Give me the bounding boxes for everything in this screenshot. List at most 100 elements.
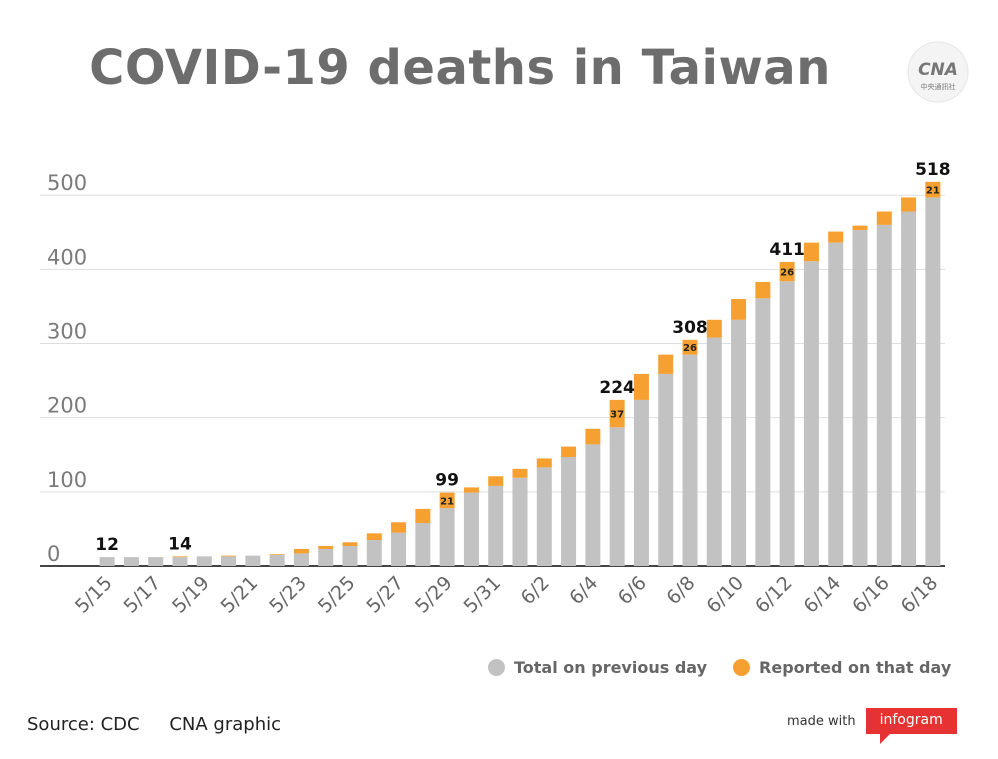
bar-chart: 0 100 200 300 400 500 12 14 99 224 308 411 518 21 37 2…: [40, 160, 951, 618]
bar-previous-5/21: [245, 555, 261, 566]
credit-text: CNA graphic: [169, 714, 281, 735]
bar-reported-5/29: [439, 492, 455, 509]
y-tick-label-500: 500: [47, 171, 87, 195]
segment-label-6/12: 26: [780, 268, 794, 279]
bar-reported-6/15: [852, 225, 868, 231]
x-tick-label-5/27: 5/27: [362, 572, 408, 618]
total-label-6/5: 224: [599, 378, 635, 398]
bar-previous-5/31: [488, 485, 504, 566]
y-tick-label-100: 100: [47, 468, 87, 492]
made-with-text: made with: [787, 713, 856, 729]
bar-previous-6/12: [779, 281, 795, 566]
source-note: Source: CDC CNA graphic: [27, 714, 281, 735]
y-tick-label-0: 0: [47, 542, 60, 566]
bar-previous-6/16: [876, 224, 892, 566]
x-tick-label-5/15: 5/15: [71, 572, 117, 618]
svg-text:中央通訊社: 中央通訊社: [921, 82, 956, 91]
bar-reported-6/7: [658, 354, 674, 374]
x-tick-label-5/31: 5/31: [460, 572, 506, 618]
bar-previous-6/14: [828, 242, 844, 566]
bar-reported-5/26: [366, 533, 382, 541]
bar-previous-6/3: [561, 456, 577, 566]
bar-previous-5/22: [269, 554, 285, 566]
cna-logo-icon: CNA 中央通訊社: [907, 41, 969, 103]
legend-item-reported: Reported on that day: [733, 658, 951, 677]
bars-layer: [99, 181, 941, 566]
x-tick-label-6/6: 6/6: [614, 572, 651, 609]
bar-reported-5/27: [391, 522, 407, 533]
y-axis-ticks: 0 100 200 300 400 500: [47, 171, 87, 566]
bar-reported-5/23: [293, 548, 309, 554]
bar-reported-6/8: [682, 339, 698, 355]
y-tick-label-400: 400: [47, 245, 87, 269]
bar-reported-6/12: [779, 261, 795, 282]
legend-swatch-reported: [733, 659, 751, 676]
bar-previous-6/17: [901, 211, 917, 566]
bar-reported-6/14: [828, 231, 844, 243]
bar-previous-6/7: [658, 373, 674, 566]
bar-reported-6/9: [706, 319, 722, 338]
bar-previous-5/24: [318, 548, 334, 566]
bar-previous-5/15: [99, 557, 115, 566]
segment-label-6/8: 26: [683, 343, 697, 354]
bar-previous-6/9: [706, 337, 722, 566]
bar-reported-5/24: [318, 545, 334, 549]
chart-legend: Total on previous day Reported on that d…: [488, 658, 977, 677]
bar-reported-6/5: [609, 399, 625, 428]
bar-reported-6/18: [925, 181, 941, 198]
data-labels-layer: 12 14 99 224 308 411 518 21 37 26 26 21: [95, 160, 950, 555]
legend-item-previous: Total on previous day: [488, 658, 707, 677]
bar-reported-5/30: [463, 487, 479, 493]
legend-swatch-previous: [488, 659, 505, 676]
source-text: Source: CDC: [27, 714, 140, 735]
total-label-5/18: 14: [168, 534, 192, 554]
bar-previous-6/2: [536, 467, 552, 566]
bar-reported-6/2: [536, 458, 552, 468]
y-tick-label-300: 300: [47, 320, 87, 344]
bar-reported-5/20: [221, 555, 237, 557]
bar-previous-5/26: [366, 540, 382, 566]
bar-previous-6/1: [512, 477, 528, 566]
x-tick-label-6/2: 6/2: [517, 572, 554, 609]
bar-previous-5/16: [123, 557, 139, 566]
infogram-logo[interactable]: infogram: [865, 708, 957, 744]
bar-previous-5/30: [463, 492, 479, 566]
bar-reported-5/31: [488, 476, 504, 486]
bar-previous-5/23: [293, 553, 309, 566]
x-tick-label-5/25: 5/25: [314, 572, 360, 618]
x-axis-ticks: 5/15 5/17 5/19 5/21 5/23 5/25 5/27 5/29 5/31 6/2 6…: [71, 572, 942, 618]
bar-reported-6/10: [731, 299, 747, 320]
y-tick-label-200: 200: [47, 394, 87, 418]
bar-previous-5/29: [439, 508, 455, 566]
x-tick-label-5/23: 5/23: [265, 572, 311, 618]
bar-reported-6/11: [755, 281, 771, 299]
total-label-5/15: 12: [95, 535, 119, 555]
segment-label-6/18: 21: [926, 186, 940, 197]
x-tick-label-6/12: 6/12: [751, 572, 797, 618]
x-tick-label-6/10: 6/10: [702, 572, 748, 618]
bar-previous-5/20: [221, 556, 237, 566]
bar-previous-6/10: [731, 319, 747, 566]
bar-previous-5/19: [196, 556, 212, 566]
x-tick-label-6/16: 6/16: [848, 572, 894, 618]
bar-previous-5/17: [148, 557, 164, 566]
legend-label-previous: Total on previous day: [514, 658, 708, 677]
x-tick-label-6/8: 6/8: [662, 572, 699, 609]
bar-previous-6/4: [585, 444, 601, 566]
bar-previous-6/13: [803, 261, 819, 566]
x-tick-label-5/17: 5/17: [120, 572, 166, 618]
bar-previous-5/27: [391, 532, 407, 566]
x-tick-label-6/4: 6/4: [565, 572, 602, 609]
bar-previous-6/15: [852, 230, 868, 566]
bar-previous-5/28: [415, 522, 431, 566]
bar-previous-5/25: [342, 545, 358, 566]
bar-reported-6/16: [876, 211, 892, 225]
x-tick-label-5/19: 5/19: [168, 572, 214, 618]
svg-text:CNA: CNA: [918, 60, 958, 80]
segment-label-5/29: 21: [440, 496, 454, 507]
bar-reported-6/17: [901, 197, 917, 212]
bar-reported-5/18: [172, 556, 188, 558]
x-tick-label-6/18: 6/18: [897, 572, 943, 618]
bar-reported-5/28: [415, 508, 431, 523]
made-with-badge[interactable]: made with infogram: [787, 708, 957, 744]
